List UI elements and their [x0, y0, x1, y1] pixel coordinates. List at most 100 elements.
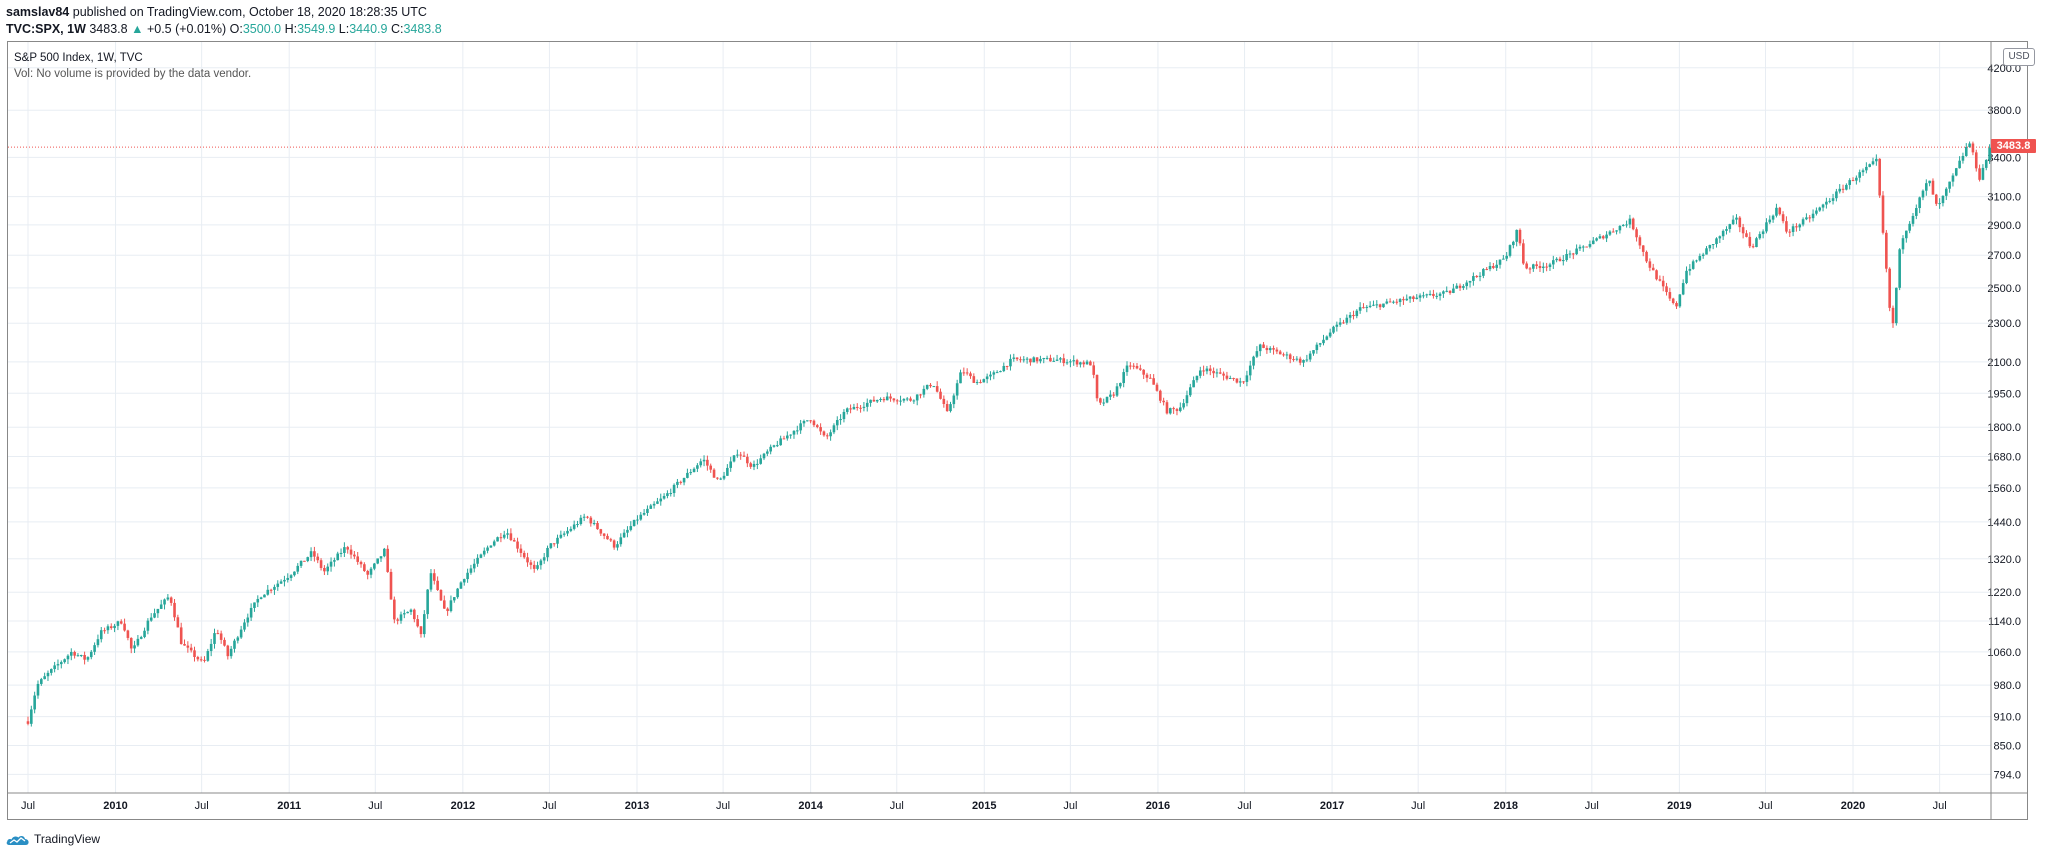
candle-down [1881, 195, 1885, 233]
candle-up [1318, 343, 1322, 345]
candle-up [1628, 218, 1632, 225]
candle-up [1711, 244, 1715, 246]
x-tick-label: Jul [195, 800, 209, 812]
candle-up [1438, 293, 1442, 296]
candle-down [1075, 360, 1079, 365]
candle-up [1285, 354, 1289, 356]
candle-up [76, 655, 80, 657]
candle-up [719, 478, 723, 480]
candle-down [609, 539, 613, 541]
candle-up [1115, 386, 1119, 396]
candle-up [1335, 324, 1339, 327]
candle-up [1755, 238, 1758, 248]
candle-down [1808, 217, 1812, 219]
candle-down [183, 643, 186, 646]
candle-up [1192, 380, 1195, 388]
candle-up [736, 454, 739, 456]
candle-down [1878, 158, 1881, 196]
candle-up [792, 430, 796, 435]
candle-up [256, 598, 260, 603]
candle-up [1025, 358, 1029, 360]
candle-up [1581, 246, 1585, 248]
candle-down [1092, 365, 1096, 375]
candle-up [636, 519, 639, 521]
candle-up [1408, 296, 1412, 299]
candle-down [1278, 351, 1282, 355]
candle-up [989, 374, 992, 377]
candle-up [1678, 294, 1682, 307]
candle-down [179, 627, 183, 644]
candle-up [879, 398, 882, 400]
candle-up [1568, 253, 1572, 255]
candle-up [1875, 158, 1878, 162]
candle-up [1312, 350, 1315, 354]
candle-up [1775, 207, 1778, 216]
candle-up [279, 581, 283, 584]
candle-down [606, 535, 609, 540]
candle-down [596, 523, 599, 530]
candle-down [193, 650, 196, 658]
y-tick-label: 1220.0 [1987, 587, 2021, 599]
candle-up [1895, 287, 1898, 324]
candle-down [396, 619, 399, 621]
price-chart[interactable]: Jul 2010 Jul 2011 Jul 2012 Jul 2013 Jul 2014 Jul 20… [8, 42, 2027, 819]
candle-down [1342, 322, 1345, 324]
candle-down [589, 517, 593, 524]
candle-down [1658, 279, 1662, 281]
candle-up [333, 560, 336, 562]
candle-up [489, 545, 493, 548]
publisher-name[interactable]: samslav84 [6, 5, 70, 19]
candle-up [1428, 293, 1432, 295]
candle-up [209, 643, 213, 652]
candle-up [1452, 288, 1455, 293]
x-tick-label: Jul [21, 800, 35, 812]
candle-down [1538, 266, 1542, 269]
candle-up [1009, 358, 1012, 367]
candle-up [239, 629, 243, 638]
x-tick-label: Jul [1237, 800, 1251, 812]
candle-up [546, 547, 549, 558]
candle-down [1402, 299, 1405, 301]
last-price: 3483.8 [89, 22, 128, 36]
tradingview-logo[interactable]: TradingView [6, 832, 100, 846]
candle-up [1898, 249, 1901, 288]
candle-up [1578, 246, 1582, 249]
candle-up [379, 556, 383, 559]
candle-up [383, 548, 386, 557]
candle-up [1398, 299, 1402, 303]
candle-down [1661, 280, 1665, 287]
candle-down [1611, 231, 1615, 233]
candle-up [556, 537, 559, 544]
candle-down [349, 549, 353, 555]
candle-down [552, 543, 556, 545]
candle-down [1458, 285, 1462, 288]
y-tick-label: 1440.0 [1987, 517, 2021, 529]
candle-up [326, 566, 330, 572]
candle-down [1518, 229, 1522, 244]
candle-up [646, 508, 649, 513]
candle-down [1448, 290, 1452, 293]
candle-down [123, 623, 126, 631]
candle-down [356, 556, 359, 562]
candle-down [1152, 378, 1155, 385]
candle-down [529, 562, 533, 565]
candle-up [542, 557, 546, 561]
candle-up [166, 597, 170, 600]
candle-up [1042, 358, 1046, 360]
chart-frame[interactable]: Jul 2010 Jul 2011 Jul 2012 Jul 2013 Jul 2014 Jul 20… [7, 41, 2028, 820]
candle-up [1338, 322, 1342, 325]
candle-down [892, 398, 896, 401]
candle-up [1831, 198, 1835, 201]
candle-up [1348, 314, 1352, 318]
currency-badge[interactable]: USD [2003, 48, 2035, 66]
candle-down [432, 573, 436, 581]
candle-up [1425, 294, 1429, 296]
close-value: 3483.8 [403, 22, 442, 36]
candle-up [1502, 258, 1505, 260]
candle-up [995, 372, 999, 374]
candle-up [885, 396, 889, 401]
candle-down [1432, 293, 1435, 296]
candle-up [699, 461, 703, 466]
candle-up [1375, 304, 1379, 306]
candle-down [226, 645, 230, 657]
